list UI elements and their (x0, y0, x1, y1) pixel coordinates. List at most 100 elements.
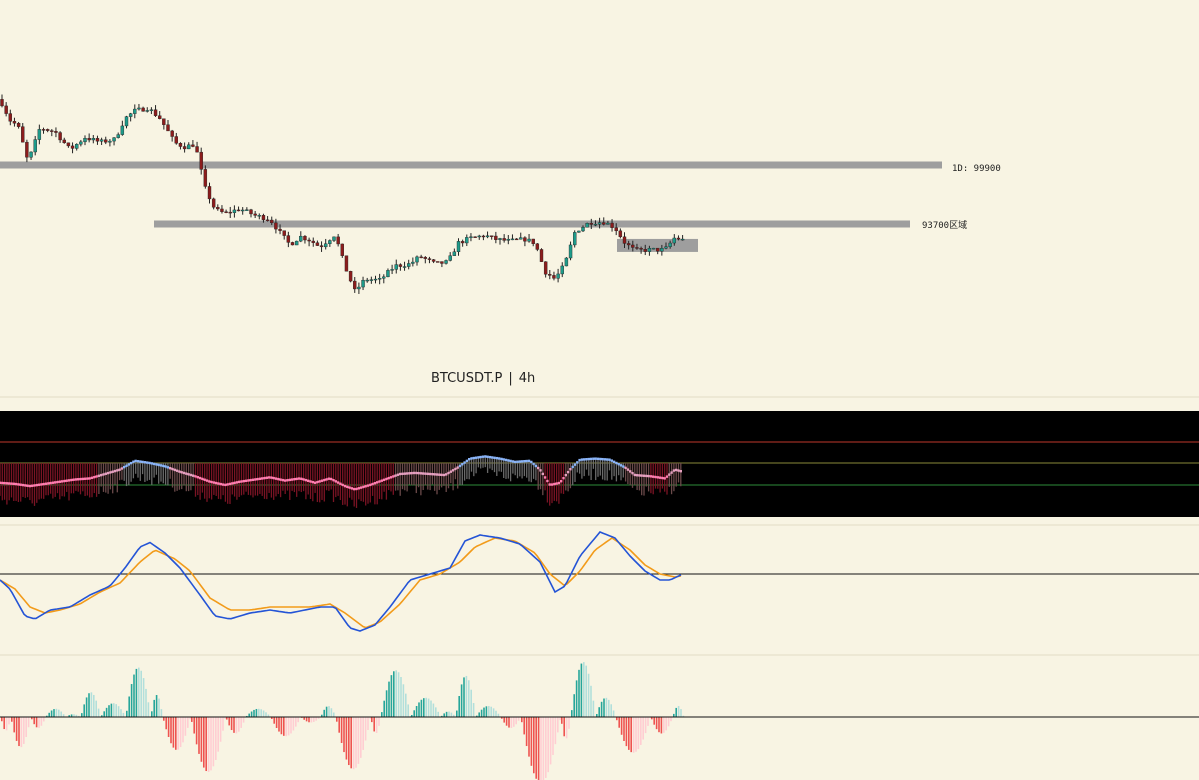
candle-body (494, 235, 498, 240)
oscillator-dot (79, 477, 82, 481)
candle-body (25, 141, 29, 158)
histogram-bar (675, 707, 677, 717)
histogram-bar (653, 717, 655, 725)
histogram-bar (542, 717, 545, 780)
histogram-bar (528, 717, 530, 757)
oscillator-dot (523, 460, 526, 463)
candle-body (232, 209, 237, 213)
oscillator-dot (481, 455, 485, 458)
candle-body (294, 240, 299, 246)
price-pane[interactable]: 1D: 99900 93700区域 BTCUSDT.P | 4h (0, 94, 1001, 386)
oscillator-dot (560, 480, 563, 483)
oscillator-dot (47, 482, 50, 485)
candle-body (45, 129, 50, 131)
candle-body (631, 244, 635, 248)
candle-body (207, 186, 212, 200)
histogram-bar (295, 717, 297, 727)
candle-body (336, 236, 340, 245)
oscillator-dot (412, 471, 416, 475)
histogram-bar (182, 717, 184, 743)
histogram-bar (200, 717, 203, 762)
oscillator-dot (31, 484, 34, 487)
candle-body (664, 246, 668, 249)
histogram-bar (348, 717, 350, 766)
histogram-bar (670, 717, 672, 722)
histogram-bar (78, 715, 80, 717)
oscillator-dot (486, 455, 489, 458)
histogram-bar (287, 717, 290, 736)
candle-body (83, 137, 87, 143)
histogram-bar (167, 717, 170, 737)
histogram-bar (515, 717, 517, 725)
histogram-bar (250, 711, 253, 717)
oscillator-dot (670, 471, 673, 474)
oscillator-dot (405, 472, 409, 475)
histogram-bar (587, 673, 590, 717)
oscillator-dot (113, 469, 117, 473)
oscillator-dot (146, 461, 149, 464)
histogram-bar (308, 717, 310, 723)
histogram-bar (81, 713, 83, 717)
histogram-bar (215, 717, 217, 761)
level-band-93700[interactable] (154, 220, 910, 228)
oscillator-dot (21, 483, 25, 487)
oscillator-pane[interactable] (0, 411, 1199, 517)
oscillator-dot (594, 457, 597, 460)
oscillator-dot (150, 462, 153, 465)
histogram-bar (630, 717, 632, 753)
candle-body (324, 243, 328, 248)
histogram-bar (315, 717, 317, 721)
histogram-pane[interactable] (0, 662, 1199, 780)
histogram-bar (458, 696, 460, 717)
histogram-bar (395, 670, 397, 717)
histogram-bar (517, 717, 520, 721)
candle-body (377, 278, 382, 280)
oscillator-dot (350, 487, 354, 490)
oscillator-dot (635, 474, 639, 477)
histogram-bar (425, 697, 427, 717)
candle-body (29, 151, 33, 158)
oscillator-dot (520, 460, 524, 463)
histogram-bar (649, 717, 652, 719)
histogram-bar (490, 706, 492, 717)
histogram-bar (193, 717, 195, 734)
level-band-1d[interactable] (0, 161, 942, 169)
histogram-bar (217, 717, 219, 752)
candle-body (62, 139, 66, 144)
oscillator-dot (353, 487, 356, 491)
candle-body (353, 280, 357, 290)
oscillator-dot (580, 458, 584, 461)
oscillator-dot (44, 482, 48, 485)
histogram-bar (43, 717, 45, 722)
candle-body (510, 238, 515, 241)
oscillator-dot (254, 478, 257, 481)
oscillator-dot (267, 476, 271, 479)
oscillator-dot (134, 459, 137, 463)
histogram-bar (352, 717, 355, 770)
histogram-bar (340, 717, 343, 743)
histogram-bar (35, 717, 38, 728)
oscillator-dots (0, 455, 682, 491)
oscillator-dot (42, 482, 45, 486)
candle-body (423, 257, 427, 259)
histogram-bar (357, 717, 360, 764)
histogram-bar (554, 717, 557, 745)
oscillator-dot (196, 476, 199, 479)
histogram-bar (151, 711, 153, 717)
macd-pane[interactable] (0, 531, 1199, 632)
oscillator-dot (194, 475, 197, 478)
candle-body (651, 247, 656, 250)
oscillator-dot (318, 480, 321, 483)
histogram-bar (405, 693, 407, 717)
oscillator-dot (295, 477, 298, 481)
oscillator-dot (500, 457, 503, 461)
oscillator-dot (348, 486, 351, 489)
oscillator-dot (203, 478, 206, 481)
candle-body (41, 129, 46, 131)
histogram-bar (93, 694, 95, 717)
oscillator-dot (90, 476, 94, 480)
histogram-bar (667, 717, 670, 727)
oscillator-dot (157, 463, 160, 467)
oscillator-dot (286, 479, 289, 482)
